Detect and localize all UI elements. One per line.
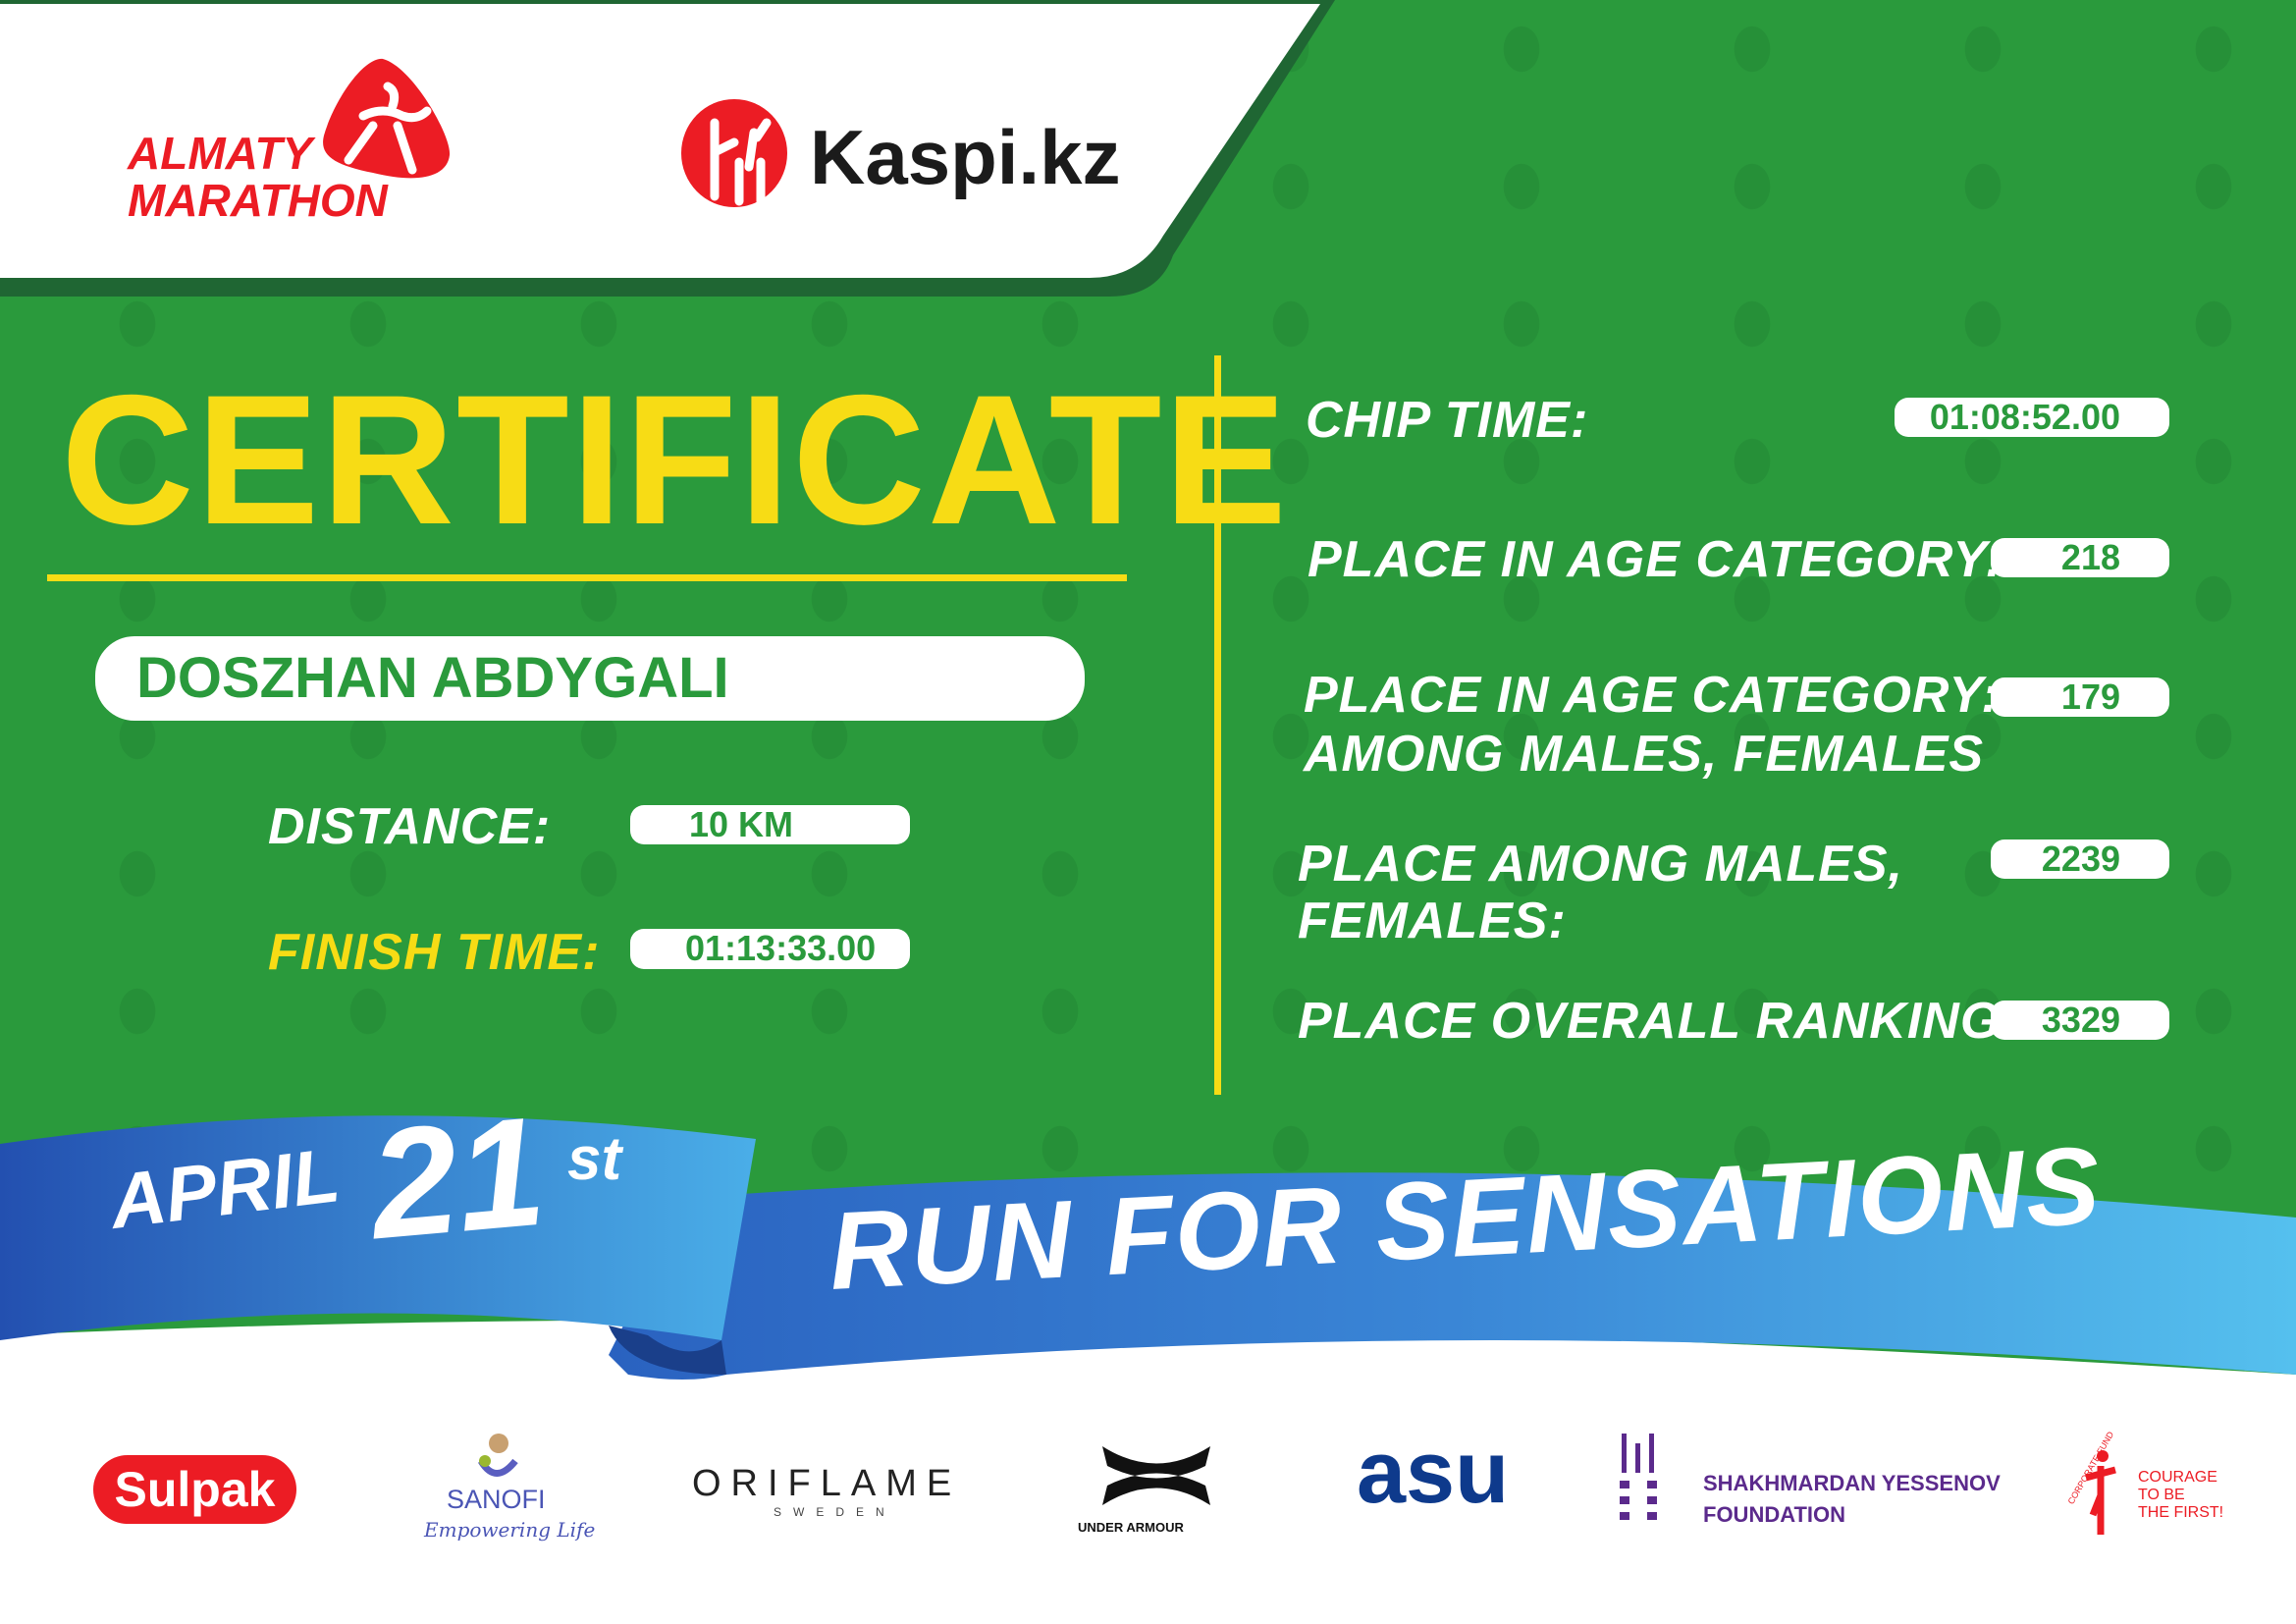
gender-label-line2: FEMALES: — [1298, 893, 1567, 949]
yessenov-bars-icon — [1620, 1434, 1657, 1520]
name-field: DOSZHAN ABDYGALI — [95, 636, 1085, 721]
fund-logo-text: COURAGE TO BE THE FIRST! — [2138, 1469, 2223, 1522]
oriflame-subtitle: SWEDEN — [774, 1505, 896, 1519]
logo-line-2: MARATHON — [128, 175, 388, 226]
yessenov-line1: SHAKHMARDAN YESSENOV — [1703, 1471, 2001, 1495]
overall-ranking-value: 3329 — [1991, 1001, 2169, 1040]
age-category-label: PLACE IN AGE CATEGORY: — [1308, 531, 2003, 588]
gender-place-value: 2239 — [1991, 839, 2169, 879]
certificate-title: CERTIFICATE — [61, 356, 1289, 563]
almaty-marathon-logo: ALMATY MARATHON — [128, 130, 388, 224]
divider-line — [1214, 355, 1221, 1095]
fund-runner-icon — [2085, 1450, 2116, 1535]
age-category-value: 218 — [1991, 538, 2169, 577]
participant-name: DOSZHAN ABDYGALI — [136, 646, 729, 710]
header-panel — [0, 0, 1335, 297]
fund-line1: COURAGE — [2138, 1469, 2217, 1486]
distance-label: DISTANCE: — [268, 798, 552, 855]
runner-drop-icon — [323, 58, 451, 179]
kaspi-logo-text: Kaspi.kz — [810, 114, 1121, 200]
banner-day-suffix: st — [567, 1125, 622, 1193]
age-gender-value: 179 — [1991, 677, 2169, 717]
fund-line2: TO BE — [2138, 1487, 2185, 1503]
sulpak-logo: Sulpak — [93, 1455, 296, 1524]
oriflame-logo: ORIFLAME — [692, 1463, 962, 1504]
finish-time-value: 01:13:33.00 — [630, 929, 910, 969]
gender-label-line1: PLACE AMONG MALES, — [1298, 836, 1903, 893]
sanofi-bird-icon — [477, 1434, 518, 1477]
fund-line3: THE FIRST! — [2138, 1504, 2224, 1521]
under-armour-text: UNDER ARMOUR — [1078, 1520, 1184, 1535]
banner-day: 21 — [363, 1084, 552, 1272]
finish-time-label: FINISH TIME: — [268, 924, 601, 981]
kaspi-logo-icon — [681, 99, 787, 207]
yessenov-logo: SHAKHMARDAN YESSENOV FOUNDATION — [1703, 1468, 2001, 1531]
under-armour-icon — [1102, 1446, 1210, 1505]
overall-ranking-label: PLACE OVERALL RANKING: — [1298, 993, 2019, 1050]
age-gender-label-line2: AMONG MALES, FEMALES — [1304, 726, 1985, 783]
title-underline — [47, 574, 1127, 581]
asu-logo: asu — [1357, 1424, 1510, 1522]
chip-time-label: CHIP TIME: — [1306, 392, 1589, 449]
logo-line-1: ALMATY — [128, 128, 313, 179]
chip-time-value: 01:08:52.00 — [1895, 398, 2169, 437]
distance-value: 10 KM — [630, 805, 910, 844]
sanofi-logo: SANOFI — [447, 1485, 546, 1514]
yessenov-line2: FOUNDATION — [1703, 1502, 1846, 1527]
sanofi-tagline: Empowering Life — [424, 1518, 596, 1542]
age-gender-label-line1: PLACE IN AGE CATEGORY: — [1304, 667, 2000, 724]
